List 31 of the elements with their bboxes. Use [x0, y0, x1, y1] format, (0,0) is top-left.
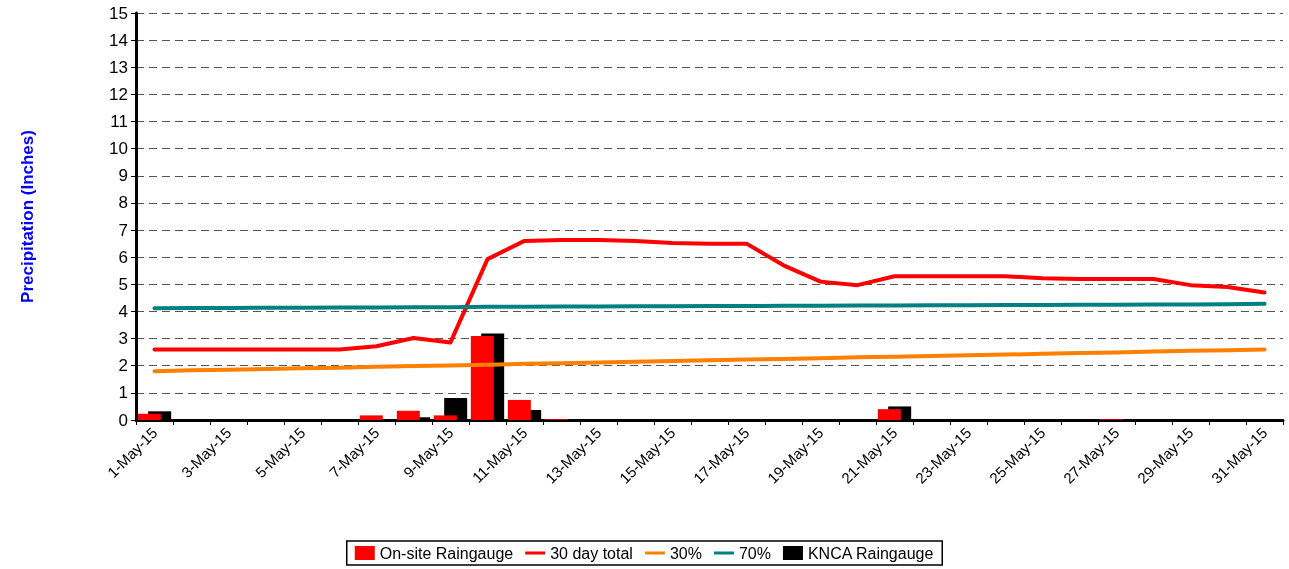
y-tick-label: 0: [118, 410, 128, 430]
legend-label: 30 day total: [550, 544, 633, 562]
y-tick-label: 2: [118, 356, 128, 376]
y-tick-label: 1: [118, 383, 128, 403]
bar: [877, 409, 901, 420]
y-tick-label: 10: [109, 139, 128, 159]
y-tick-label: 6: [118, 247, 128, 267]
y-axis-title: Precipitation (Inches): [18, 130, 37, 303]
y-tick-label: 12: [109, 84, 128, 104]
y-tick-label: 13: [109, 57, 128, 77]
y-tick-label: 4: [118, 301, 128, 321]
legend-label: 70%: [738, 544, 771, 562]
line-series: [152, 238, 1267, 352]
bar: [470, 335, 494, 420]
y-tick-label: 15: [109, 3, 128, 23]
line-series: [152, 347, 1267, 374]
y-tick-label: 14: [109, 30, 128, 50]
bar: [137, 413, 161, 420]
y-tick-label: 9: [118, 166, 128, 186]
bar: [359, 415, 383, 420]
y-tick-label: 8: [118, 193, 128, 213]
legend-label: 30%: [669, 544, 702, 562]
y-tick-label: 7: [118, 220, 128, 240]
bar: [396, 410, 420, 420]
y-tick-label: 5: [118, 274, 128, 294]
legend-label: KNCA Raingauge: [807, 544, 934, 562]
y-tick-label: 11: [110, 112, 128, 132]
bar: [433, 415, 457, 420]
legend-label: On-site Raingauge: [379, 544, 514, 562]
bar: [507, 399, 531, 420]
y-tick-label: 3: [118, 329, 128, 349]
